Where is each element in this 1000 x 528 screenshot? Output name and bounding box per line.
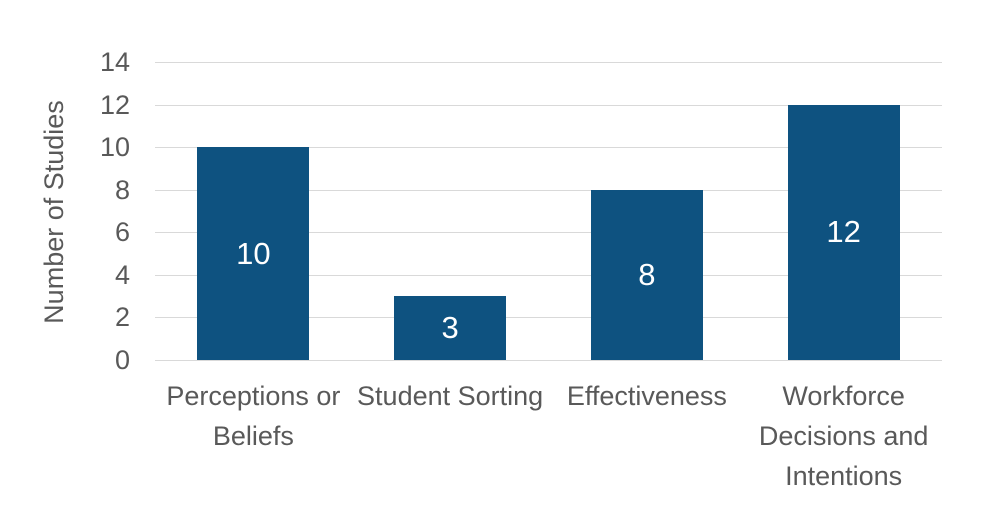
gridline xyxy=(155,360,942,361)
bar xyxy=(787,104,900,360)
gridline xyxy=(155,317,942,319)
y-tick-label: 6 xyxy=(114,217,130,248)
bar-value-label: 10 xyxy=(236,235,271,271)
y-tick-label: 2 xyxy=(114,302,130,333)
bar xyxy=(197,147,310,360)
y-tick-label: 4 xyxy=(114,259,130,290)
bar-value-label: 12 xyxy=(826,214,861,250)
gridline xyxy=(155,147,942,149)
y-tick-label: 10 xyxy=(99,132,130,163)
y-tick-label: 14 xyxy=(99,47,130,77)
gridline xyxy=(155,189,942,191)
bar xyxy=(590,189,703,360)
gridline xyxy=(155,62,942,63)
gridline xyxy=(155,232,942,234)
x-axis-category-label: Student Sorting xyxy=(357,381,544,411)
y-tick-label: 12 xyxy=(99,89,130,120)
bar-value-label: 8 xyxy=(638,256,656,292)
bar-value-label: 3 xyxy=(441,310,459,346)
gridline xyxy=(155,104,942,106)
x-axis-category-label: Workforce Decisions and Intentions xyxy=(758,381,929,491)
x-axis-category-label: Effectiveness xyxy=(566,381,727,411)
y-tick-label: 0 xyxy=(114,345,130,375)
bar xyxy=(394,296,507,360)
y-tick-label: 8 xyxy=(114,174,130,205)
x-axis-category-label: Perceptions or Beliefs xyxy=(166,381,341,451)
gridline xyxy=(155,274,942,276)
